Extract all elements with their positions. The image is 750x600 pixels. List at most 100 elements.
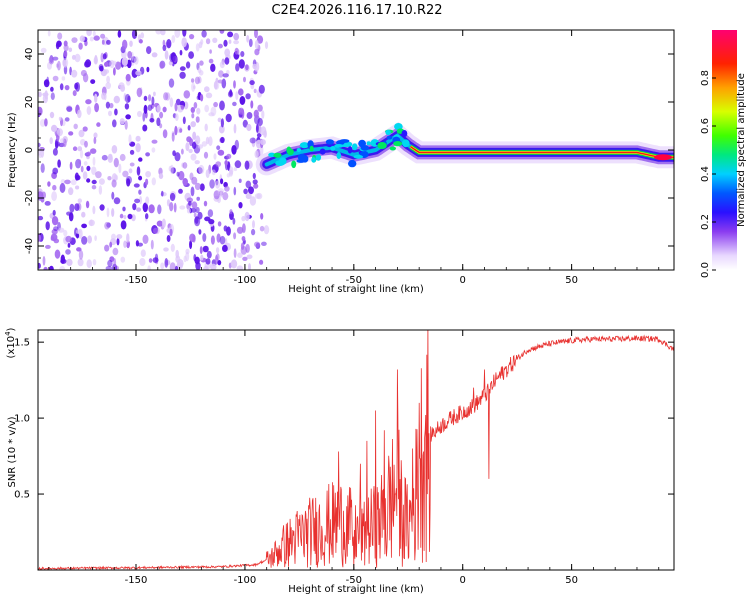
signal-blob	[401, 130, 408, 138]
noise-speckle	[186, 197, 193, 203]
noise-speckle	[195, 206, 200, 214]
noise-speckle	[199, 183, 205, 191]
noise-speckle	[233, 40, 240, 45]
noise-speckle	[189, 240, 193, 250]
noise-speckle	[198, 70, 204, 76]
noise-speckle	[191, 176, 198, 185]
noise-speckle	[145, 171, 152, 178]
tone-core	[410, 146, 674, 158]
x-tick-label: 0	[460, 575, 466, 586]
noise-speckle	[161, 218, 166, 228]
noise-speckle	[86, 165, 91, 172]
noise-speckle	[137, 242, 143, 247]
y-tick-label: 40	[24, 48, 35, 61]
noise-speckle	[151, 139, 158, 144]
noise-speckle	[256, 123, 259, 133]
noise-speckle	[194, 160, 200, 165]
noise-speckle	[71, 37, 78, 43]
spectrogram-content	[38, 30, 674, 270]
noise-speckle	[215, 77, 219, 84]
noise-speckle	[190, 121, 196, 128]
noise-speckle	[77, 198, 83, 203]
signal-blob	[386, 135, 393, 140]
noise-speckle	[139, 258, 146, 266]
noise-speckle	[72, 90, 77, 97]
noise-speckle	[64, 117, 70, 122]
noise-speckle	[122, 39, 128, 50]
noise-speckle	[64, 179, 71, 185]
noise-speckle	[142, 234, 149, 244]
noise-speckle	[89, 36, 94, 42]
noise-speckle	[188, 51, 195, 59]
noise-speckle	[147, 265, 151, 270]
noise-speckle	[200, 39, 204, 45]
noise-speckle	[179, 205, 186, 210]
noise-speckle	[134, 198, 141, 204]
noise-speckle	[104, 221, 110, 230]
noise-speckle	[224, 185, 230, 192]
noise-speckle	[94, 93, 98, 103]
noise-speckle	[243, 76, 246, 83]
noise-speckle	[246, 254, 253, 260]
noise-speckle	[190, 153, 197, 161]
noise-speckle	[120, 84, 126, 92]
noise-speckle	[136, 166, 141, 176]
noise-speckle	[98, 185, 103, 195]
noise-speckle	[145, 213, 149, 220]
noise-speckle	[153, 227, 159, 234]
noise-speckle	[92, 259, 97, 266]
signal-blob	[347, 146, 353, 154]
noise-speckle	[256, 35, 264, 44]
noise-speckle	[109, 241, 113, 248]
noise-speckle	[117, 30, 122, 38]
y-tick-label: 1.5	[14, 338, 30, 349]
noise-speckle	[69, 203, 75, 213]
noise-speckle	[52, 167, 59, 175]
noise-speckle	[94, 235, 97, 242]
noise-speckle	[182, 30, 187, 37]
noise-speckle	[215, 180, 221, 189]
noise-speckle	[60, 138, 65, 143]
noise-speckle	[87, 235, 92, 244]
signal-blob	[348, 159, 357, 168]
noise-speckle	[150, 239, 154, 250]
noise-speckle	[196, 107, 201, 115]
noise-speckle	[249, 196, 257, 206]
noise-speckle	[217, 79, 223, 84]
noise-speckle	[194, 216, 199, 224]
y-tick-label: 20	[24, 96, 35, 109]
noise-speckle	[161, 190, 164, 197]
noise-speckle	[238, 178, 242, 183]
noise-speckle	[132, 203, 137, 211]
noise-speckle	[90, 148, 97, 154]
noise-speckle	[177, 259, 184, 268]
signal-blob	[402, 140, 407, 147]
noise-speckle	[249, 137, 256, 144]
noise-speckle	[259, 145, 264, 156]
signal-blob	[385, 129, 391, 136]
noise-speckle	[111, 208, 115, 217]
noise-speckle	[245, 180, 252, 189]
noise-speckle	[49, 137, 53, 145]
noise-speckle	[179, 71, 186, 79]
noise-speckle	[155, 30, 162, 35]
colorbar: 0.0 0.2 0.4 0.6 0.8 Normalized spectral ampl…	[700, 30, 747, 278]
noise-speckle	[125, 93, 131, 104]
noise-speckle	[71, 54, 76, 60]
noise-speckle	[260, 139, 266, 146]
noise-speckle	[86, 178, 91, 183]
noise-speckle	[191, 113, 195, 119]
noise-speckle	[209, 49, 212, 54]
noise-speckle	[114, 108, 118, 116]
noise-speckle	[208, 112, 215, 117]
noise-speckle	[216, 233, 221, 243]
noise-speckle	[204, 86, 210, 93]
colorbar-ticks: 0.0 0.2 0.4 0.6 0.8	[700, 70, 716, 278]
noise-speckle	[240, 51, 245, 57]
noise-speckle	[214, 254, 219, 265]
noise-speckle	[239, 96, 246, 105]
noise-speckle	[205, 92, 213, 99]
noise-speckle	[119, 118, 125, 125]
noise-speckle	[229, 89, 233, 97]
noise-speckle	[44, 118, 48, 127]
